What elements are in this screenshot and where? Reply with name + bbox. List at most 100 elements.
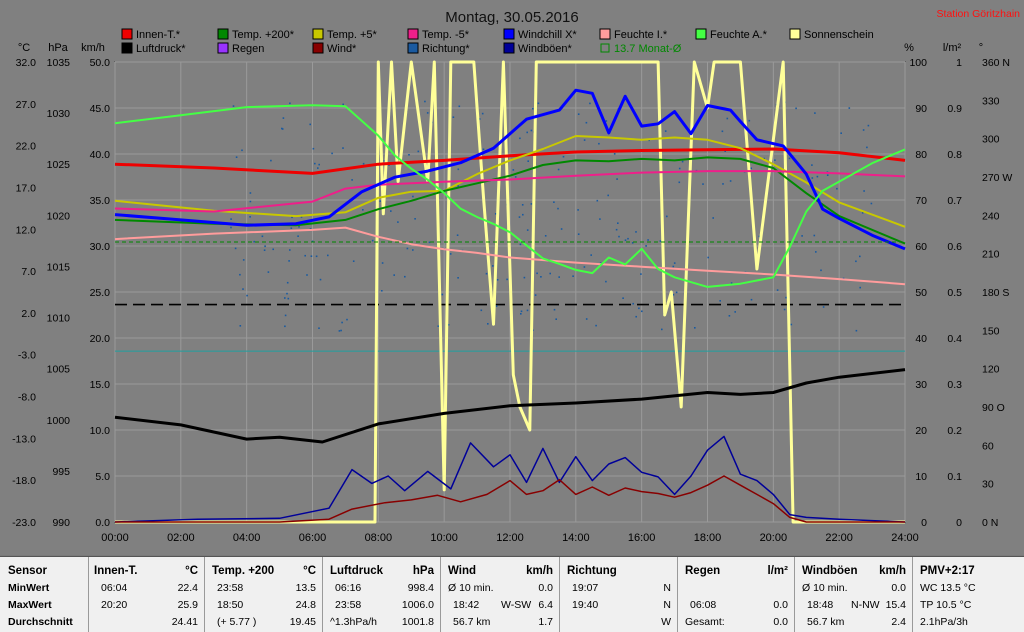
luftdruck-series	[114, 368, 906, 444]
x-tick-label: 08:00	[365, 532, 393, 544]
direction-point	[822, 306, 825, 308]
direction-point	[246, 294, 248, 297]
direction-point	[282, 117, 285, 119]
direction-point	[583, 266, 586, 268]
direction-point	[522, 213, 524, 216]
deg-tick-label: 330	[982, 95, 1000, 107]
row-labels-column: Sensor MinWert MaxWert Durchschnitt	[0, 557, 89, 632]
direction-point	[675, 291, 678, 294]
legend-swatch	[312, 28, 324, 40]
direction-point	[624, 239, 627, 241]
kmh-unit-label: km/h	[81, 42, 105, 54]
regen-unit: l/m²	[767, 565, 788, 577]
direction-point	[801, 235, 803, 237]
direction-point	[795, 107, 797, 110]
direction-point	[638, 307, 640, 310]
direction-point	[678, 181, 681, 184]
direction-point	[661, 328, 663, 331]
direction-point	[518, 216, 521, 218]
direction-point	[379, 200, 381, 202]
direction-point	[404, 275, 406, 278]
hpa-tick-label: 1020	[47, 210, 71, 222]
x-tick-label: 14:00	[562, 532, 590, 544]
direction-point	[318, 163, 320, 166]
legend-label: Feuchte A.*	[710, 29, 768, 41]
direction-point	[632, 302, 634, 305]
luftdruck-column: Luftdruck hPa 06:16 998.4 23:58 1006.0 ^…	[323, 557, 441, 632]
regen-total-label: Gesamt:	[685, 616, 725, 628]
legend-swatch	[407, 42, 419, 54]
direction-point	[304, 254, 306, 257]
direction-point	[267, 271, 270, 273]
direction-point	[527, 160, 529, 162]
direction-point	[234, 247, 237, 250]
direction-point	[536, 272, 538, 275]
direction-point	[286, 281, 289, 284]
direction-point	[437, 325, 440, 327]
hpa-tick-label: 1005	[47, 364, 71, 376]
direction-point	[426, 112, 429, 114]
temp-tick-label: 12.0	[16, 224, 37, 236]
direction-point	[605, 120, 608, 122]
direction-point	[577, 209, 579, 211]
direction-point	[595, 324, 597, 327]
wind-r3-distance: 56.7 km	[453, 616, 491, 628]
direction-point	[648, 139, 650, 142]
x-tick-label: 12:00	[496, 532, 524, 544]
direction-point	[520, 313, 522, 315]
legend-swatch	[695, 28, 707, 40]
direction-point	[724, 150, 726, 152]
direction-point	[521, 204, 524, 206]
deg-tick-label: 360 N	[982, 57, 1010, 69]
boeen-column: Windböen km/h Ø 10 min. 0.0 18:48 N-NW 1…	[795, 557, 913, 632]
direction-point	[722, 183, 724, 185]
regen-r2-time: 06:08	[690, 599, 717, 611]
innen-min-value: 22.4	[177, 582, 198, 594]
x-tick-label: 06:00	[299, 532, 327, 544]
direction-point	[788, 157, 791, 160]
direction-point	[315, 255, 318, 258]
temp-tick-label: 27.0	[16, 99, 37, 111]
direction-point	[230, 226, 232, 229]
direction-point	[530, 203, 533, 205]
direction-point	[424, 100, 426, 103]
direction-point	[284, 325, 286, 328]
deg-tick-label: 90 O	[982, 402, 1005, 414]
direction-point	[351, 179, 353, 181]
direction-point	[605, 280, 607, 283]
direction-point	[613, 153, 616, 155]
direction-point	[417, 150, 420, 153]
hpa-tick-label: 990	[52, 517, 70, 529]
richtung-r1-time: 19:07	[572, 582, 599, 594]
weather-chart: 00:00 02:00 04:00 06:00 08:00 10:00 12:00 14:00…	[12, 8, 1021, 544]
direction-point	[702, 183, 704, 185]
legend-swatch	[599, 28, 611, 40]
legend-swatch	[312, 42, 324, 54]
direction-point	[381, 262, 384, 264]
lm2-unit-label: l/m²	[943, 42, 962, 54]
legend-label: Wind*	[327, 43, 357, 55]
direction-point	[826, 174, 829, 176]
direction-point	[428, 241, 431, 244]
direction-point	[855, 329, 858, 332]
pct-tick-label: 50	[915, 287, 927, 299]
lm2-tick-label: 0.7	[947, 195, 962, 207]
gusts-series	[114, 435, 906, 523]
temp-tick-label: 2.0	[21, 308, 36, 320]
pct-tick-label: 80	[915, 149, 927, 161]
direction-point	[562, 155, 565, 158]
luftdruck-unit: hPa	[412, 565, 434, 577]
kmh-tick-label: 25.0	[90, 287, 111, 299]
deg-tick-label: 300	[982, 134, 1000, 146]
direction-point	[785, 296, 787, 299]
legend-swatch	[217, 28, 229, 40]
kmh-tick-label: 0.0	[95, 517, 110, 529]
richtung-column: Richtung 19:07 N 19:40 N W	[560, 557, 678, 632]
direction-point	[721, 130, 724, 133]
station-label: Station Göritzhain	[937, 8, 1021, 20]
direction-point	[487, 323, 489, 325]
direction-point	[314, 162, 316, 165]
direction-point	[859, 286, 861, 289]
direction-point	[750, 167, 752, 170]
direction-point	[635, 231, 637, 233]
